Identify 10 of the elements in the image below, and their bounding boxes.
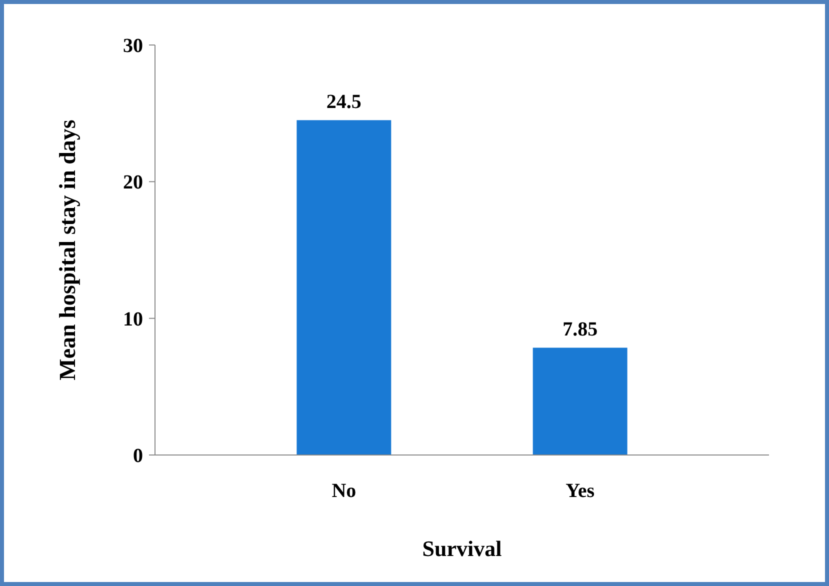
x-axis-title: Survival	[422, 536, 502, 561]
data-label: 7.85	[562, 318, 598, 341]
x-tick-label: No	[332, 480, 356, 502]
y-tick-label: 10	[123, 308, 143, 330]
y-tick-label: 30	[123, 35, 143, 57]
data-label: 24.5	[326, 91, 362, 114]
x-tick-label: Yes	[566, 480, 595, 502]
y-tick-label: 0	[133, 445, 143, 467]
y-tick-label: 20	[123, 172, 143, 194]
y-axis-title: Mean hospital stay in days	[55, 120, 80, 380]
